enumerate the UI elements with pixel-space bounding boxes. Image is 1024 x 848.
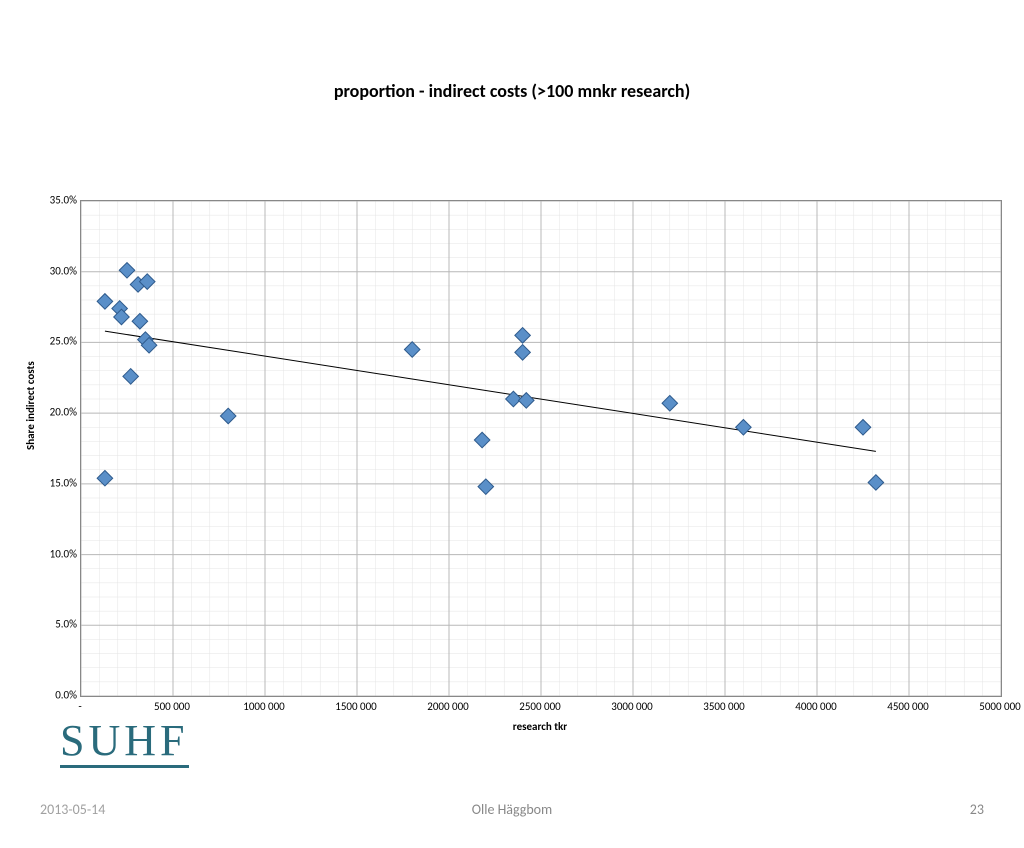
slide-footer: SUHF 2013-05-14 Olle Häggbom 23 (0, 758, 1024, 818)
data-point (478, 479, 494, 495)
data-point (220, 408, 236, 424)
y-tick-label: 25.0% (50, 335, 77, 348)
x-axis-label: research tkr (80, 720, 1000, 733)
chart-title: proportion - indirect costs (>100 mnkr r… (0, 80, 1024, 102)
x-tick-label: 500 000 (154, 700, 190, 713)
data-point (474, 432, 490, 448)
x-tick-label: 2500 000 (519, 700, 561, 713)
y-tick-label: 10.0% (50, 547, 77, 560)
y-tick-label: 0.0% (55, 689, 77, 702)
data-point (119, 263, 135, 279)
x-tick-label: 1000 000 (243, 700, 285, 713)
footer-author: Olle Häggbom (0, 801, 1024, 818)
y-tick-label: 35.0% (50, 194, 77, 207)
data-point (855, 420, 871, 436)
footer-page-number: 23 (970, 801, 984, 818)
x-tick-label: 4000 000 (795, 700, 837, 713)
data-point (515, 345, 531, 361)
x-tick-label: 3500 000 (703, 700, 745, 713)
data-point (868, 475, 884, 491)
suhf-logo: SUHF (60, 719, 189, 768)
x-tick-label: - (78, 700, 81, 713)
x-tick-label: 4500 000 (887, 700, 929, 713)
y-tick-label: 20.0% (50, 406, 77, 419)
x-tick-label: 1500 000 (335, 700, 377, 713)
chart-plot-area (80, 200, 1002, 697)
data-point (132, 313, 148, 329)
y-tick-label: 5.0% (55, 618, 77, 631)
y-axis-label: Share indirect costs (24, 361, 37, 450)
trendline (105, 331, 876, 451)
y-tick-label: 30.0% (50, 264, 77, 277)
x-tick-label: 5000 000 (979, 700, 1021, 713)
data-point (404, 342, 420, 358)
data-point (515, 328, 531, 344)
x-tick-label: 3000 000 (611, 700, 653, 713)
y-tick-label: 15.0% (50, 476, 77, 489)
data-point (662, 395, 678, 411)
data-point (519, 393, 535, 409)
data-point (736, 420, 752, 436)
x-tick-label: 2000 000 (427, 700, 469, 713)
